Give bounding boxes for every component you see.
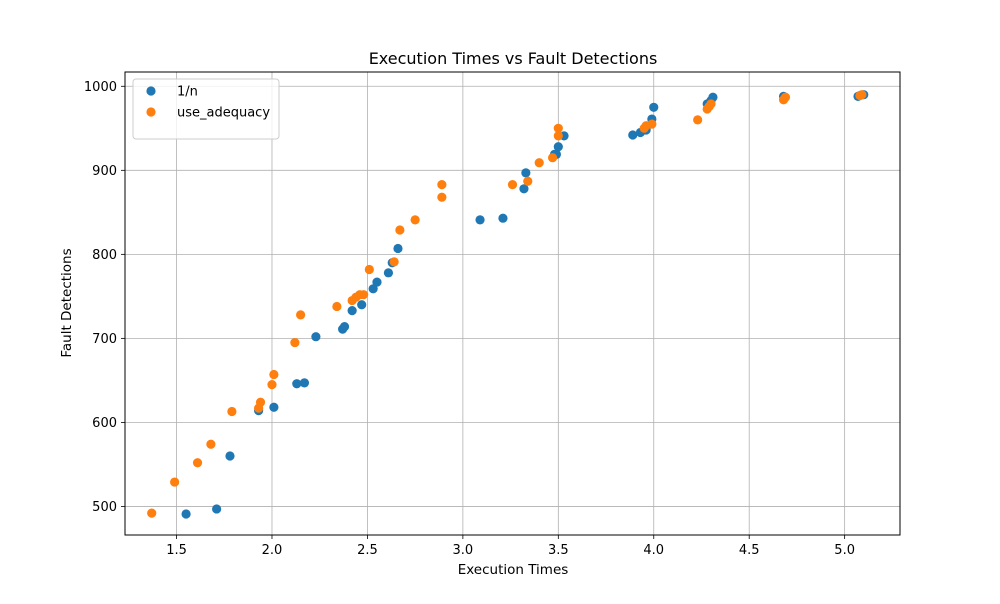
legend-label-1: 1/n	[177, 85, 198, 100]
data-point-series-2	[507, 179, 518, 190]
data-point-series-1	[347, 306, 357, 316]
data-point-series-1	[383, 268, 394, 278]
data-point-series-1	[521, 168, 531, 178]
data-point-series-2	[693, 115, 703, 125]
data-point-series-2	[553, 123, 563, 133]
y-tick-label: 900	[92, 164, 117, 179]
x-tick-label: 3.5	[548, 543, 569, 558]
data-point-series-2	[227, 406, 237, 417]
data-point-series-2	[706, 99, 716, 109]
x-tick-label: 4.0	[643, 543, 664, 558]
data-point-series-1	[372, 277, 382, 287]
data-point-series-2	[389, 257, 399, 267]
data-point-series-2	[523, 176, 533, 186]
data-point-series-1	[339, 322, 350, 332]
legend-label-2: use_adequacy	[177, 106, 270, 121]
data-point-series-2	[780, 92, 791, 102]
data-point-series-2	[857, 90, 867, 100]
data-point-series-2	[410, 215, 420, 225]
data-point-series-1	[357, 300, 367, 310]
data-point-series-2	[192, 458, 203, 468]
data-point-series-2	[647, 119, 657, 129]
data-point-series-1	[475, 215, 485, 225]
data-point-series-1	[519, 184, 529, 194]
data-point-series-1	[628, 130, 638, 140]
y-tick-label: 600	[92, 416, 117, 431]
data-point-series-2	[206, 439, 216, 449]
data-point-series-2	[147, 508, 157, 518]
data-point-series-1	[393, 243, 403, 254]
points-layer	[147, 90, 869, 519]
data-point-series-2	[267, 379, 277, 390]
x-tick-label: 2.0	[262, 543, 283, 558]
data-point-series-1	[225, 451, 235, 461]
data-point-series-1	[292, 379, 302, 389]
plot-frame	[124, 71, 901, 536]
data-point-series-2	[534, 158, 544, 168]
data-point-series-2	[255, 397, 266, 407]
data-point-series-1	[553, 142, 563, 152]
data-point-series-2	[547, 153, 558, 163]
legend-box	[132, 78, 280, 140]
y-tick-label: 800	[92, 248, 117, 263]
data-point-series-1	[368, 284, 378, 294]
y-axis-label: Fault Detections	[59, 248, 75, 357]
data-point-series-2	[296, 310, 306, 320]
x-tick-label: 5.0	[834, 543, 855, 558]
x-axis-label: Execution Times	[458, 562, 569, 578]
data-point-series-1	[649, 102, 659, 112]
data-point-series-1	[181, 509, 191, 519]
grid-layer	[125, 72, 900, 535]
x-tick-label: 3.0	[453, 543, 474, 558]
data-point-series-2	[395, 225, 405, 235]
x-tick-label: 1.5	[166, 543, 187, 558]
data-point-series-2	[332, 301, 342, 312]
data-point-series-2	[364, 264, 374, 275]
y-tick-label: 700	[92, 332, 117, 347]
data-point-series-2	[437, 192, 447, 202]
data-point-series-1	[311, 332, 321, 342]
data-point-series-2	[359, 290, 369, 300]
y-tick-label: 1000	[84, 80, 117, 95]
data-point-series-1	[269, 402, 279, 412]
data-point-series-2	[437, 179, 447, 190]
legend-marker-1	[146, 86, 156, 96]
data-point-series-2	[269, 369, 279, 380]
chart-title: Execution Times vs Fault Detections	[369, 49, 658, 68]
data-point-series-2	[290, 337, 300, 348]
y-tick-label: 500	[92, 500, 117, 515]
legend: 1/n use_adequacy	[132, 78, 280, 140]
data-point-series-2	[170, 477, 180, 487]
legend-marker-2	[146, 107, 156, 117]
x-tick-label: 4.5	[739, 543, 760, 558]
data-point-series-2	[553, 131, 563, 141]
data-point-series-1	[498, 213, 508, 223]
data-point-series-1	[212, 504, 222, 514]
ticks-layer: 1.5 2.0 2.5 3.0 3.5 4.0 4.5 5.0 500 600 700 800 900 1…	[84, 80, 855, 558]
x-tick-label: 2.5	[357, 543, 378, 558]
data-point-series-1	[299, 378, 310, 388]
